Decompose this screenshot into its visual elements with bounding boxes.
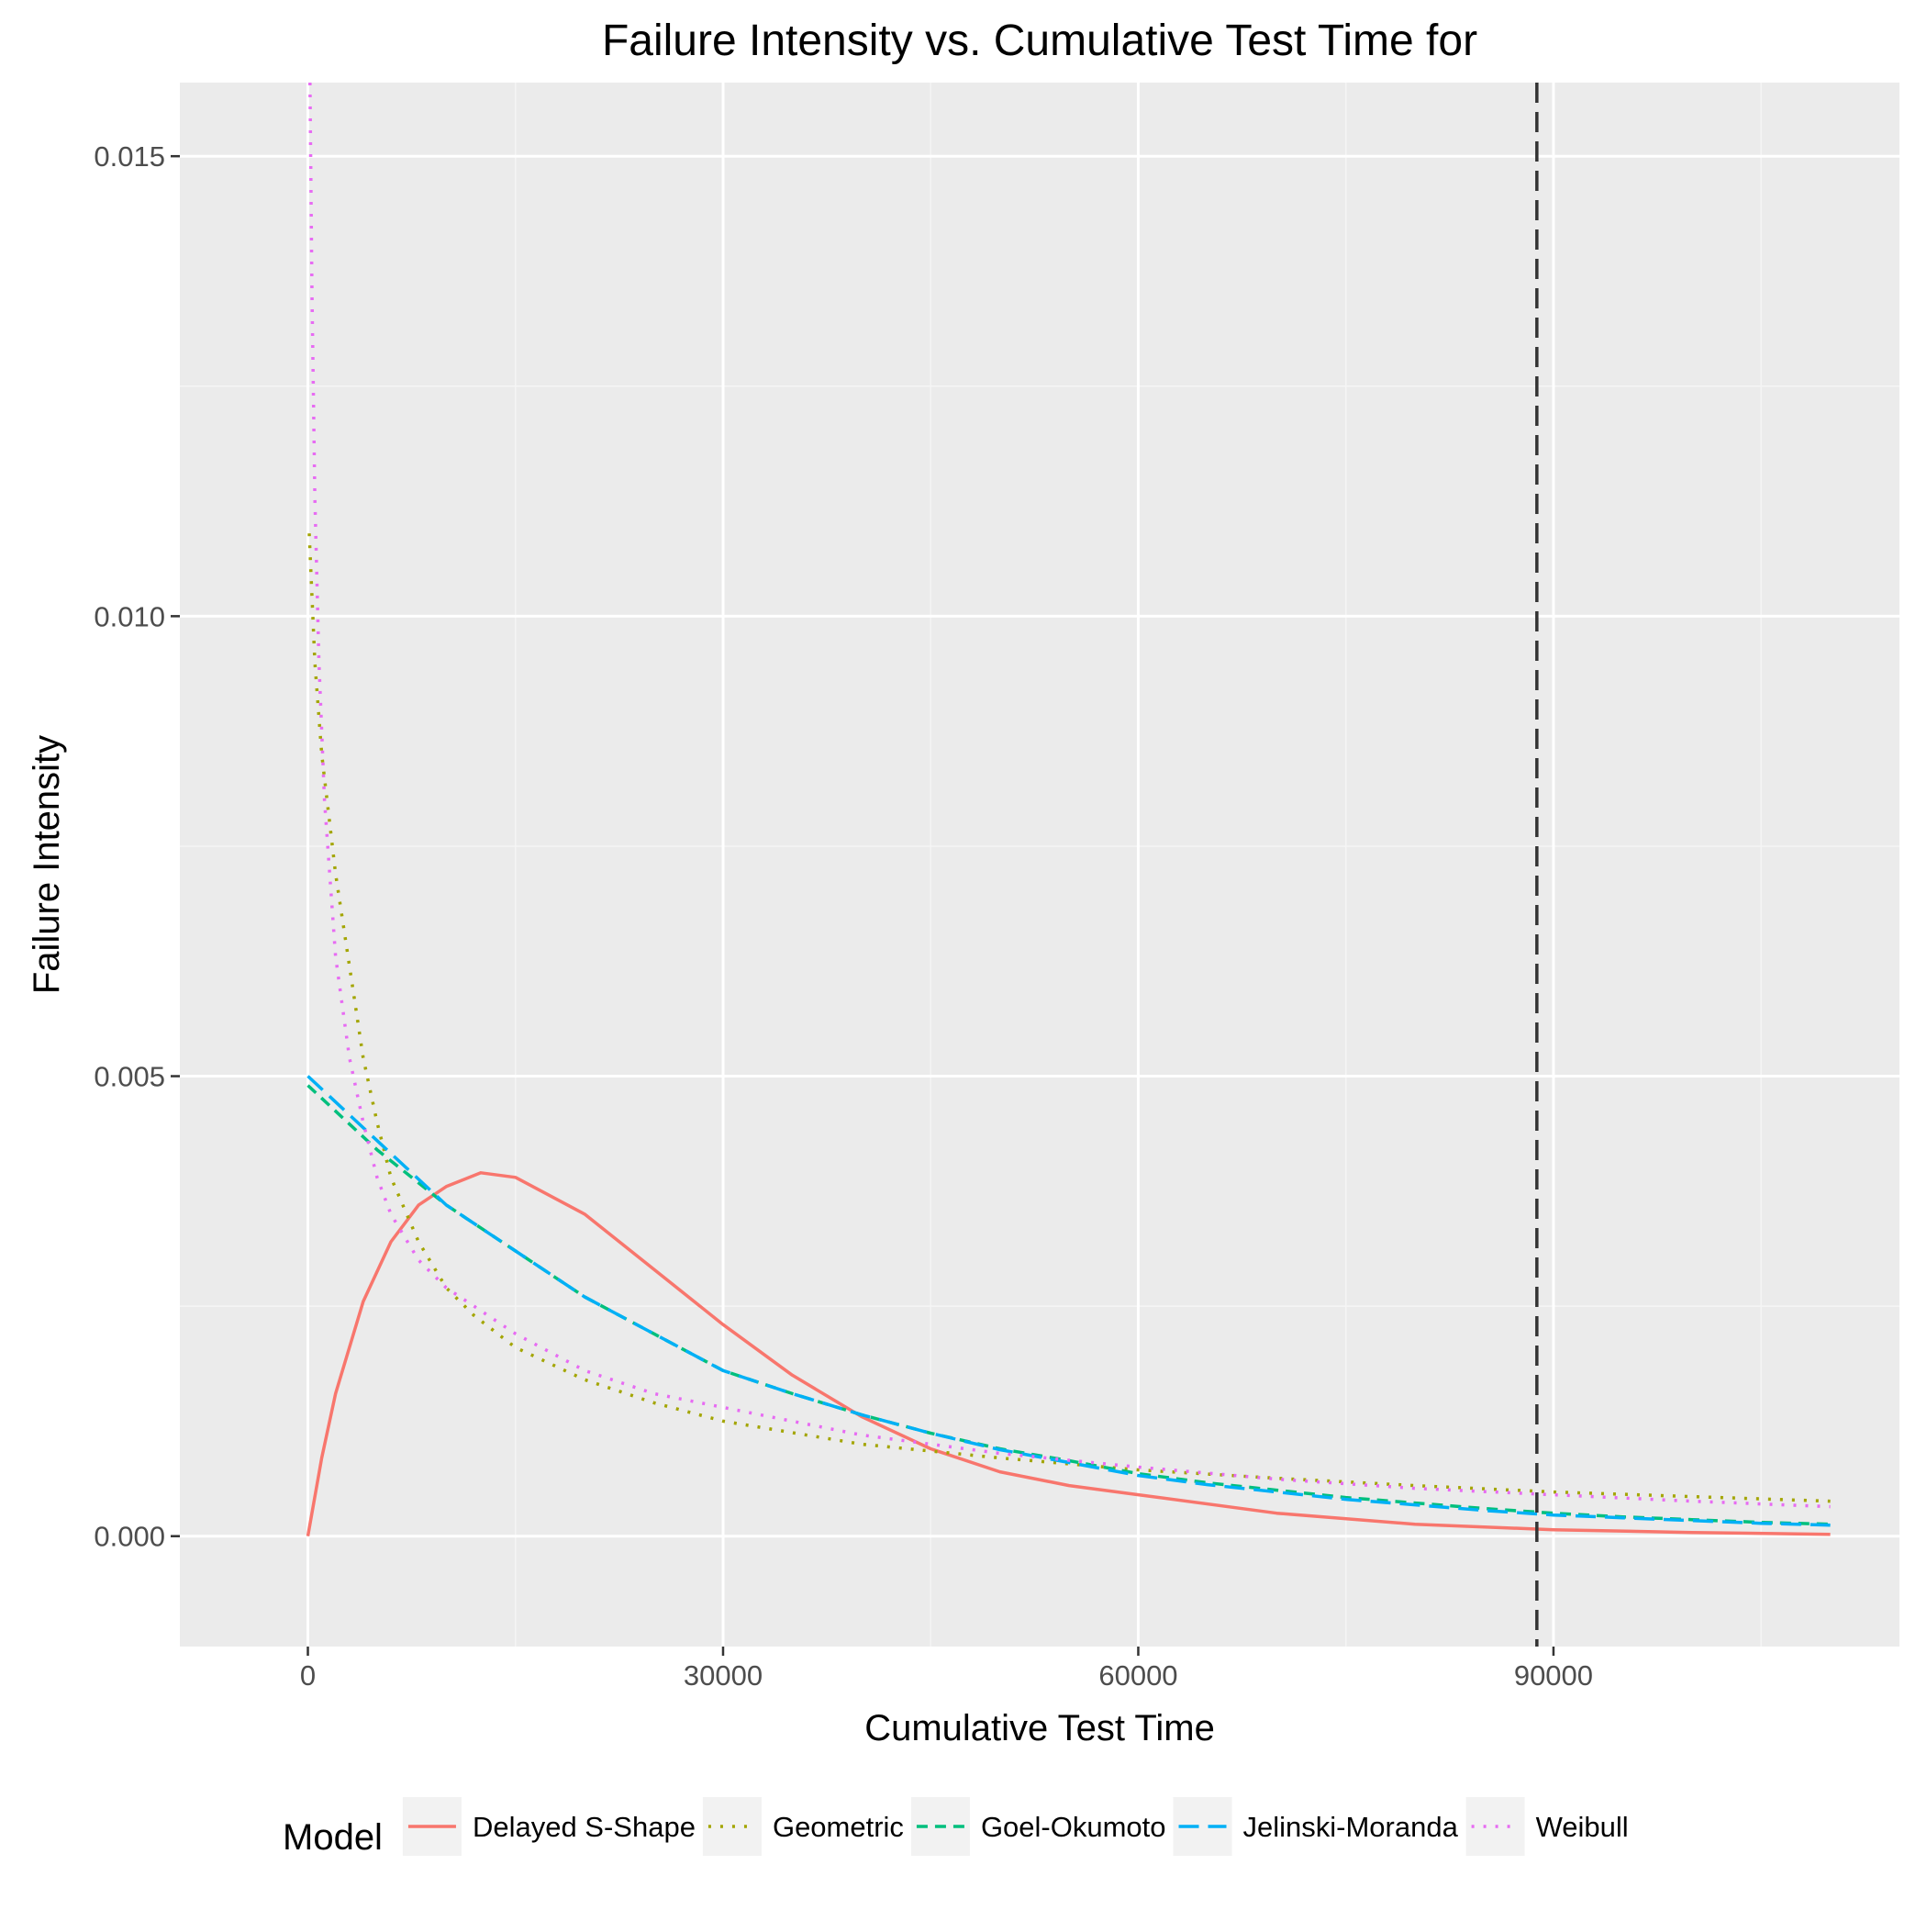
x-axis-title: Cumulative Test Time <box>864 1708 1215 1748</box>
y-tick-label: 0.000 <box>94 1521 165 1553</box>
x-axis: 0 30000 60000 90000 <box>300 1647 1593 1692</box>
series-line-weibull <box>308 82 1831 1509</box>
legend-label-goel-okumoto: Goel-Okumoto <box>981 1811 1166 1843</box>
x-tick-label: 0 <box>300 1659 316 1692</box>
x-tick-label: 30000 <box>684 1659 763 1692</box>
legend-label-weibull: Weibull <box>1536 1811 1629 1843</box>
series-line-delayed-s-shape <box>306 1171 1831 1537</box>
legend-label-delayed-s-shape: Delayed S-Shape <box>473 1811 696 1843</box>
chart-title: Failure Intensity vs. Cumulative Test Ti… <box>602 17 1477 65</box>
x-tick-label: 90000 <box>1514 1659 1593 1692</box>
y-tick-label: 0.015 <box>94 140 165 173</box>
x-tick-label: 60000 <box>1098 1659 1177 1692</box>
y-axis-title: Failure Intensity <box>27 735 67 994</box>
legend-title: Model <box>283 1817 383 1858</box>
major-gridlines <box>180 83 1899 1647</box>
plot-panel <box>180 83 1899 1647</box>
y-tick-label: 0.010 <box>94 600 165 632</box>
y-axis: 0.000 0.005 0.010 0.015 <box>94 140 180 1553</box>
legend: Model Delayed S-Shape Geometric Goel-Okumo… <box>283 1797 1629 1858</box>
series-lines <box>306 82 1831 1537</box>
series-line-jelinski-moranda <box>306 1075 1831 1527</box>
y-tick-label: 0.005 <box>94 1061 165 1093</box>
legend-label-jelinski-moranda: Jelinski-Moranda <box>1243 1811 1459 1843</box>
legend-label-geometric: Geometric <box>773 1811 904 1843</box>
